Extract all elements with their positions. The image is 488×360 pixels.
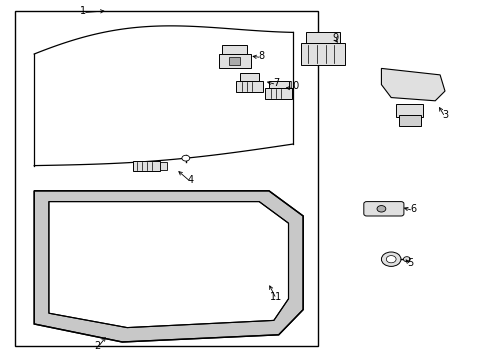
Bar xyxy=(160,162,167,170)
Text: 2: 2 xyxy=(95,341,101,351)
Bar xyxy=(268,81,288,88)
Bar xyxy=(398,115,420,126)
Bar xyxy=(222,45,246,54)
Circle shape xyxy=(386,256,395,263)
Bar xyxy=(300,43,344,65)
Text: 10: 10 xyxy=(287,81,300,91)
Text: 8: 8 xyxy=(258,51,264,61)
Text: 4: 4 xyxy=(187,175,193,185)
FancyBboxPatch shape xyxy=(363,202,403,216)
Text: 7: 7 xyxy=(273,78,279,88)
Bar xyxy=(239,73,259,81)
Text: 11: 11 xyxy=(269,292,282,302)
Circle shape xyxy=(182,155,189,161)
Bar xyxy=(229,57,240,65)
Text: 1: 1 xyxy=(80,6,86,16)
Text: 9: 9 xyxy=(332,33,338,43)
Text: 3: 3 xyxy=(441,110,447,120)
Bar xyxy=(15,11,317,346)
Circle shape xyxy=(376,206,385,212)
Text: 6: 6 xyxy=(409,204,415,214)
Bar xyxy=(219,54,250,68)
Bar xyxy=(264,88,292,99)
Circle shape xyxy=(403,257,409,262)
Polygon shape xyxy=(49,202,288,328)
Bar xyxy=(395,104,422,117)
Bar xyxy=(133,161,160,171)
Polygon shape xyxy=(381,68,444,101)
Circle shape xyxy=(381,252,400,266)
Polygon shape xyxy=(34,191,303,342)
Text: 5: 5 xyxy=(407,258,413,268)
Bar xyxy=(235,81,263,92)
Bar xyxy=(305,32,339,43)
